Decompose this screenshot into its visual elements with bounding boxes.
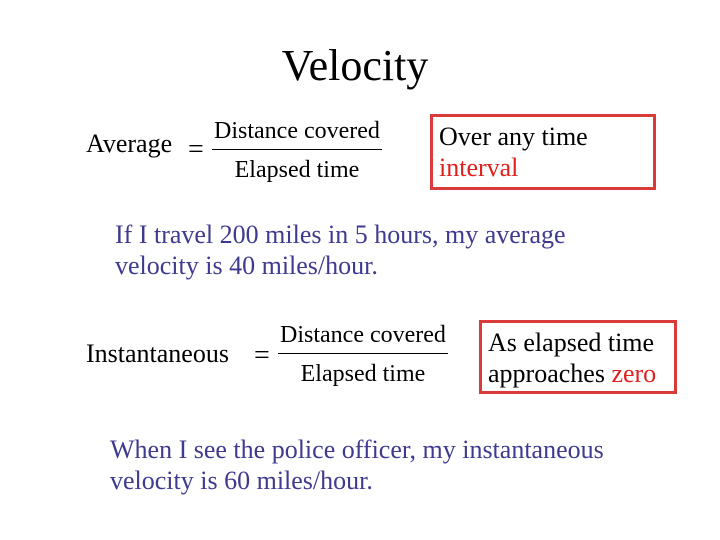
slide-title: Velocity bbox=[281, 41, 429, 90]
instantaneous-numerator: Distance covered bbox=[280, 322, 446, 348]
average-fraction-bar bbox=[212, 149, 382, 150]
instantaneous-fraction-bar bbox=[278, 353, 448, 354]
example-instantaneous-line1: When I see the police officer, my instan… bbox=[110, 435, 604, 464]
example-average: If I travel 200 miles in 5 hours, my ave… bbox=[115, 219, 566, 281]
example-instantaneous-line2: velocity is 60 miles/hour. bbox=[110, 466, 373, 495]
average-note-box: Over any time interval bbox=[430, 114, 656, 190]
instantaneous-label: Instantaneous bbox=[86, 339, 229, 368]
instantaneous-note-box: As elapsed time approaches zero bbox=[479, 320, 677, 394]
instantaneous-fraction: Distance covered Elapsed time bbox=[278, 323, 448, 386]
average-denominator: Elapsed time bbox=[234, 157, 360, 183]
average-note-line2: interval bbox=[439, 153, 519, 182]
instantaneous-equals-sign: = bbox=[254, 340, 270, 371]
example-instantaneous: When I see the police officer, my instan… bbox=[110, 434, 604, 496]
example-average-line2: velocity is 40 miles/hour. bbox=[115, 251, 378, 280]
instantaneous-denominator: Elapsed time bbox=[300, 361, 426, 387]
average-numerator: Distance covered bbox=[214, 118, 380, 144]
example-average-line1: If I travel 200 miles in 5 hours, my ave… bbox=[115, 220, 566, 249]
average-label: Average bbox=[86, 129, 173, 158]
instantaneous-note-line1: As elapsed time bbox=[488, 328, 655, 357]
average-fraction: Distance covered Elapsed time bbox=[212, 119, 382, 182]
instantaneous-note-line2: approaches zero bbox=[488, 358, 674, 389]
instantaneous-note-highlight: zero bbox=[611, 359, 657, 388]
average-equals-sign: = bbox=[188, 134, 204, 165]
instantaneous-note-line2-prefix: approaches bbox=[488, 359, 612, 388]
average-note-line1: Over any time bbox=[439, 122, 588, 151]
